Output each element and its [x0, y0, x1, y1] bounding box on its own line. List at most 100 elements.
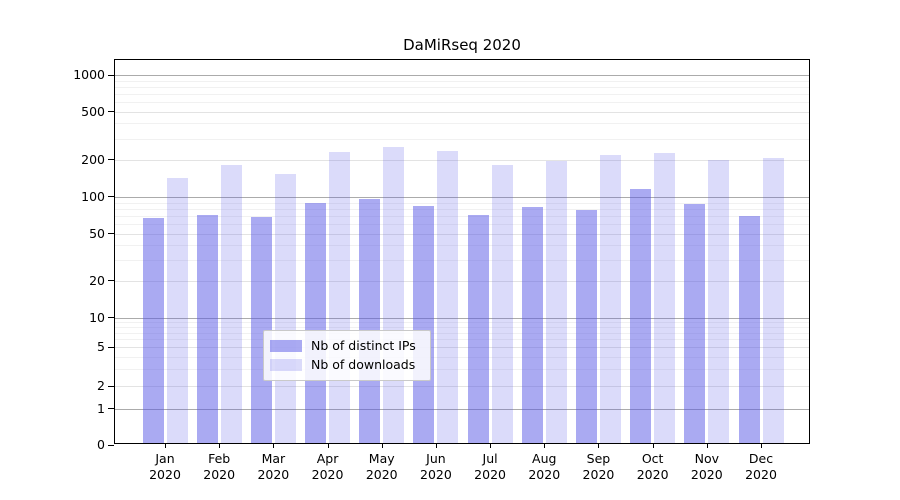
bar-downloads-Oct-2020: [654, 153, 676, 443]
y-tick-mark-50: [108, 233, 114, 235]
x-tick-mark-Jun-2020: [435, 443, 437, 448]
gridline-minor-300: [115, 138, 809, 140]
gridline-minor-600: [115, 102, 809, 104]
bar-distinct-ips-Jan-2020: [142, 217, 164, 443]
gridline-20: [115, 280, 809, 282]
y-tick-label-1: 1: [97, 400, 105, 416]
x-tick-label-Jun-2020: Jun 2020: [420, 451, 452, 482]
x-tick-label-Jan-2020: Jan 2020: [149, 451, 181, 482]
bar-downloads-Jul-2020: [491, 164, 513, 443]
y-tick-mark-20: [108, 280, 114, 282]
legend-row-distinct-ips: Nb of distinct IPs: [270, 336, 422, 355]
gridline-minor-80: [115, 208, 809, 210]
gridline-100: [115, 196, 809, 198]
y-tick-label-5: 5: [97, 339, 105, 355]
bar-downloads-Apr-2020: [329, 151, 351, 443]
x-tick-mark-Sep-2020: [598, 443, 600, 448]
bar-downloads-Mar-2020: [274, 174, 296, 443]
gridline-1: [115, 408, 809, 410]
x-tick-mark-Apr-2020: [327, 443, 329, 448]
gridline-minor-70: [115, 215, 809, 217]
x-tick-mark-Oct-2020: [652, 443, 654, 448]
x-tick-label-Nov-2020: Nov 2020: [690, 451, 723, 482]
bar-distinct-ips-Aug-2020: [521, 207, 543, 443]
x-tick-label-Oct-2020: Oct 2020: [636, 451, 669, 482]
bar-downloads-Feb-2020: [220, 165, 242, 443]
bar-distinct-ips-Sep-2020: [575, 210, 597, 443]
gridline-minor-9: [115, 322, 809, 324]
x-tick-mark-May-2020: [381, 443, 383, 448]
bar-downloads-Dec-2020: [762, 157, 784, 443]
bar-distinct-ips-Oct-2020: [630, 188, 652, 443]
x-tick-mark-Mar-2020: [273, 443, 275, 448]
legend-label-downloads: Nb of downloads: [311, 357, 416, 372]
gridline-200: [115, 159, 809, 161]
bar-distinct-ips-Feb-2020: [196, 215, 218, 443]
x-tick-mark-Dec-2020: [761, 443, 762, 448]
legend-swatch-distinct-ips: [270, 339, 302, 352]
x-tick-mark-Jan-2020: [165, 443, 166, 448]
bar-distinct-ips-Mar-2020: [250, 217, 272, 443]
gridline-minor-8: [115, 327, 809, 329]
gridline-500: [115, 111, 809, 113]
bar-downloads-Sep-2020: [599, 155, 621, 443]
x-tick-label-Sep-2020: Sep 2020: [582, 451, 615, 482]
y-tick-label-2: 2: [97, 378, 105, 394]
legend-swatch-downloads: [270, 358, 302, 371]
bar-distinct-ips-Dec-2020: [738, 216, 760, 443]
y-tick-mark-2: [108, 385, 114, 387]
gridline-minor-3: [115, 368, 809, 370]
gridline-minor-60: [115, 224, 809, 226]
y-tick-mark-500: [108, 111, 114, 113]
gridline-5: [115, 347, 809, 349]
y-tick-mark-1000: [108, 74, 114, 76]
y-tick-label-500: 500: [81, 103, 105, 119]
gridline-1000: [115, 75, 809, 76]
bar-distinct-ips-Jun-2020: [413, 205, 435, 443]
gridline-2: [115, 386, 809, 388]
legend-label-distinct-ips: Nb of distinct IPs: [311, 338, 416, 353]
bar-downloads-Jun-2020: [437, 151, 459, 443]
legend-row-downloads: Nb of downloads: [270, 355, 422, 374]
x-tick-mark-Aug-2020: [544, 443, 546, 448]
bar-downloads-May-2020: [383, 146, 405, 443]
gridline-10: [115, 317, 809, 319]
gridline-minor-90: [115, 202, 809, 204]
gridline-50: [115, 233, 809, 235]
x-tick-mark-Nov-2020: [706, 443, 708, 448]
bar-downloads-Nov-2020: [708, 159, 730, 443]
y-tick-label-200: 200: [81, 151, 105, 167]
y-tick-label-0: 0: [97, 437, 105, 452]
bar-downloads-Jan-2020: [166, 178, 188, 443]
bar-distinct-ips-Nov-2020: [684, 204, 706, 443]
gridline-minor-6: [115, 339, 809, 341]
y-tick-label-100: 100: [81, 188, 105, 204]
y-tick-label-50: 50: [89, 225, 105, 241]
x-tick-label-Feb-2020: Feb 2020: [203, 451, 236, 482]
y-tick-mark-10: [108, 317, 114, 319]
x-tick-mark-Jul-2020: [490, 443, 492, 448]
gridline-minor-4: [115, 356, 809, 358]
bar-distinct-ips-Apr-2020: [305, 202, 327, 443]
bar-distinct-ips-Jul-2020: [467, 215, 489, 443]
gridline-minor-30: [115, 260, 809, 262]
y-tick-mark-0: [108, 444, 114, 446]
x-tick-label-May-2020: May 2020: [365, 451, 398, 482]
x-tick-mark-Feb-2020: [219, 443, 221, 448]
plot-area: 0 1 2 5 10 20 50 100 200 500 1000 Jan 2020 Feb 2020 M…: [73, 59, 810, 482]
gridline-minor-400: [115, 123, 809, 125]
x-tick-label-Aug-2020: Aug 2020: [528, 451, 561, 482]
gridline-minor-900: [115, 80, 809, 82]
gridline-minor-7: [115, 332, 809, 334]
x-tick-label-Jul-2020: Jul 2020: [474, 451, 506, 482]
x-tick-label-Dec-2020: Dec 2020: [745, 451, 777, 482]
x-tick-label-Apr-2020: Apr 2020: [311, 451, 344, 482]
legend: Nb of distinct IPs Nb of downloads: [263, 330, 431, 381]
y-tick-mark-1: [108, 408, 114, 409]
y-tick-mark-5: [108, 346, 114, 348]
chart-title: DaMiRseq 2020: [403, 36, 521, 54]
gridline-minor-40: [115, 245, 809, 247]
y-tick-mark-100: [108, 196, 114, 198]
bar-downloads-Aug-2020: [545, 161, 567, 443]
